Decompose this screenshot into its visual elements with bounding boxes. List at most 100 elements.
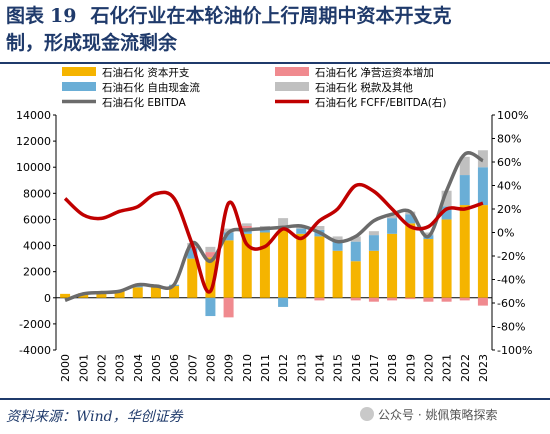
- bar-fcf: [205, 297, 216, 317]
- bar-tax: [387, 215, 398, 219]
- bar-capex: [477, 205, 488, 298]
- y-right-tick-label: 40%: [497, 180, 521, 193]
- x-tick-label: 2016: [350, 354, 363, 382]
- bar-nwc: [241, 225, 252, 229]
- bar-capex: [314, 236, 325, 298]
- bar-nwc: [441, 297, 452, 302]
- bar-tax: [459, 156, 470, 176]
- x-tick-label: 2017: [368, 354, 381, 382]
- figure-label: 图表: [6, 5, 45, 27]
- bar-capex: [241, 233, 252, 298]
- bar-capex: [387, 233, 398, 298]
- x-tick-label: 2009: [223, 354, 236, 382]
- x-tick-label: 2003: [114, 354, 127, 382]
- x-tick-label: 2018: [386, 354, 399, 382]
- x-tick-label: 2021: [441, 354, 454, 382]
- y-left-tick-label: 4000: [23, 240, 51, 253]
- bar-nwc: [387, 297, 398, 301]
- bar-tax: [423, 232, 434, 236]
- bar-nwc: [350, 297, 361, 301]
- watermark: 公众号 · 姚佩策略探索: [360, 406, 497, 423]
- bar-nwc: [205, 252, 216, 258]
- y-right-tick-label: -80%: [497, 321, 525, 334]
- x-tick-label: 2005: [150, 354, 163, 382]
- y-right-tick-label: -20%: [497, 250, 525, 263]
- y-right-tick-label: -60%: [497, 297, 525, 310]
- bar-capex: [332, 250, 343, 298]
- title-rule: [0, 62, 550, 64]
- bar-fcf: [187, 248, 198, 259]
- source-note: 资料来源：Wind，华创证券: [6, 409, 183, 425]
- bar-tax: [205, 246, 216, 253]
- bar-capex: [368, 250, 379, 298]
- figure-number: 19: [50, 5, 77, 27]
- bar-tax: [332, 236, 343, 241]
- x-tick-label: 2015: [332, 354, 345, 382]
- bar-capex: [423, 239, 434, 298]
- x-tick-label: 2000: [59, 354, 72, 382]
- line-fcff-ebitda: [63, 182, 484, 294]
- x-tick-label: 2006: [168, 354, 181, 382]
- bar-capex: [223, 240, 234, 298]
- bar-tax: [314, 225, 325, 230]
- bar-tax: [441, 190, 452, 207]
- bar-capex: [96, 292, 107, 298]
- x-tick-label: 2010: [241, 354, 254, 382]
- bar-fcf: [132, 286, 143, 288]
- bar-tax: [241, 223, 252, 226]
- bar-nwc: [368, 297, 379, 302]
- legend-swatch: [275, 82, 309, 91]
- watermark-text: 公众号 · 姚佩策略探索: [378, 408, 498, 422]
- legend-label: 石油石化 EBITDA: [102, 96, 187, 109]
- bar-capex: [350, 261, 361, 298]
- bar-fcf: [441, 206, 452, 220]
- y-right-tick-label: 100%: [497, 109, 528, 122]
- y-right-tick-label: 0%: [497, 227, 514, 240]
- bar-nwc: [477, 297, 488, 306]
- y-right-tick-label: -100%: [497, 344, 532, 357]
- bar-nwc: [423, 297, 434, 302]
- legend-label: 石油石化 税款及其他: [315, 81, 413, 94]
- bar-nwc: [223, 297, 234, 318]
- y-left-tick-label: -2000: [19, 318, 51, 331]
- y-left-tick-label: 12000: [16, 135, 51, 148]
- bar-fcf: [278, 297, 289, 307]
- x-tick-label: 2004: [132, 354, 145, 382]
- bar-fcf: [223, 232, 234, 241]
- y-left-tick-label: 10000: [16, 161, 51, 174]
- x-tick-label: 2007: [186, 354, 199, 382]
- legend-swatch: [62, 67, 96, 76]
- bar-capex: [205, 257, 216, 298]
- bar-tax: [259, 225, 270, 228]
- y-right-tick-label: 60%: [497, 156, 521, 169]
- legend-label: 石油石化 净营运资本增加: [315, 66, 434, 79]
- y-right-tick-label: 80%: [497, 133, 521, 146]
- title-line-2: 制，形成现金流剩余: [6, 32, 178, 54]
- y-left-tick-label: 2000: [23, 266, 51, 279]
- chart-title: 图表 19 石化行业在本轮油价上行周期中资本开支克 制，形成现金流剩余: [6, 3, 546, 57]
- bar-nwc: [405, 297, 416, 300]
- bar-capex: [278, 228, 289, 298]
- bar-tax: [278, 218, 289, 229]
- bar-fcf: [259, 228, 270, 233]
- x-tick-label: 2013: [295, 354, 308, 382]
- bar-fcf: [459, 175, 470, 206]
- title-line-1: 石化行业在本轮油价上行周期中资本开支克: [90, 5, 452, 27]
- y-left-tick-label: 14000: [16, 109, 51, 122]
- y-left-tick-label: 0: [44, 292, 51, 305]
- bar-nwc: [459, 297, 470, 301]
- bar-capex: [114, 291, 125, 298]
- legend-label: 石油石化 FCFF/EBITDA(右): [315, 96, 446, 109]
- bar-capex: [296, 233, 307, 298]
- legend-swatch: [62, 82, 96, 91]
- bar-capex: [259, 232, 270, 298]
- bar-capex: [60, 293, 71, 298]
- bar-capex: [441, 219, 452, 298]
- bar-capex: [150, 286, 161, 298]
- y-left-tick-label: 8000: [23, 187, 51, 200]
- bar-tax: [368, 231, 379, 236]
- wechat-icon: [360, 407, 374, 421]
- bar-capex: [405, 223, 416, 298]
- x-tick-label: 2020: [422, 354, 435, 382]
